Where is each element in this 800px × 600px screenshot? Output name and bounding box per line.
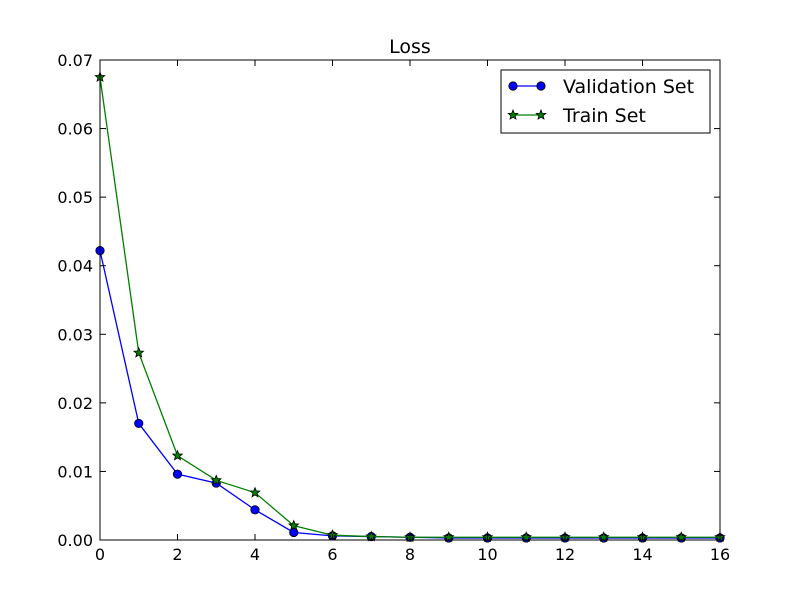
y-tick-label: 0.05 bbox=[57, 188, 93, 207]
legend: Validation Set Train Set bbox=[500, 69, 711, 134]
series-line-validation-set bbox=[99, 250, 720, 539]
y-tick-label: 0.02 bbox=[57, 394, 93, 413]
legend-label-validation-set: Validation Set bbox=[563, 76, 694, 98]
data-point-train-set bbox=[365, 530, 378, 542]
y-tick-label: 0.03 bbox=[57, 325, 93, 344]
data-point-train-set bbox=[675, 531, 688, 543]
data-point-validation-set bbox=[172, 469, 183, 479]
data-point-train-set bbox=[597, 531, 610, 543]
data-point-validation-set bbox=[250, 505, 260, 515]
data-point-train-set bbox=[210, 474, 223, 486]
legend-marker-train-set bbox=[535, 108, 547, 120]
y-tick-label: 0.04 bbox=[57, 257, 93, 276]
x-tick-label: 2 bbox=[172, 545, 182, 564]
y-tick-label: 0.07 bbox=[57, 51, 93, 70]
x-tick-label: 8 bbox=[405, 545, 415, 564]
series-validation-set bbox=[95, 246, 725, 543]
legend-marker-train-set bbox=[507, 108, 519, 120]
y-tick-label: 0.00 bbox=[57, 531, 93, 550]
series-layer bbox=[94, 71, 726, 543]
axis-layer: 0 2 4 6 8 10 12 14 16 0.00 0.01 0.02 0.03 0.04 0.05 0.0… bbox=[57, 51, 730, 564]
y-tick-label: 0.06 bbox=[57, 120, 93, 139]
x-tick-label: 4 bbox=[250, 545, 260, 564]
data-point-validation-set bbox=[134, 418, 144, 429]
x-tick-label: 0 bbox=[95, 545, 105, 564]
data-point-train-set bbox=[171, 449, 184, 461]
legend-label-train-set: Train Set bbox=[562, 105, 646, 127]
data-point-train-set bbox=[132, 346, 145, 358]
data-point-train-set bbox=[442, 531, 455, 543]
data-point-train-set bbox=[520, 531, 533, 543]
legend-box bbox=[500, 69, 711, 134]
data-point-train-set bbox=[249, 486, 261, 498]
data-point-train-set bbox=[287, 519, 300, 531]
y-tick-label: 0.01 bbox=[57, 462, 93, 481]
x-tick-label: 16 bbox=[710, 545, 730, 564]
x-tick-label: 12 bbox=[555, 545, 575, 564]
series-line-train-set bbox=[99, 77, 720, 538]
x-tick-label: 10 bbox=[477, 545, 497, 564]
x-tick-label: 14 bbox=[632, 545, 652, 564]
legend-marker-validation-set bbox=[536, 81, 546, 91]
chart-title: Loss bbox=[389, 36, 431, 58]
series-train-set bbox=[94, 71, 726, 543]
x-tick-label: 6 bbox=[327, 545, 337, 564]
legend-marker-validation-set bbox=[508, 81, 518, 91]
